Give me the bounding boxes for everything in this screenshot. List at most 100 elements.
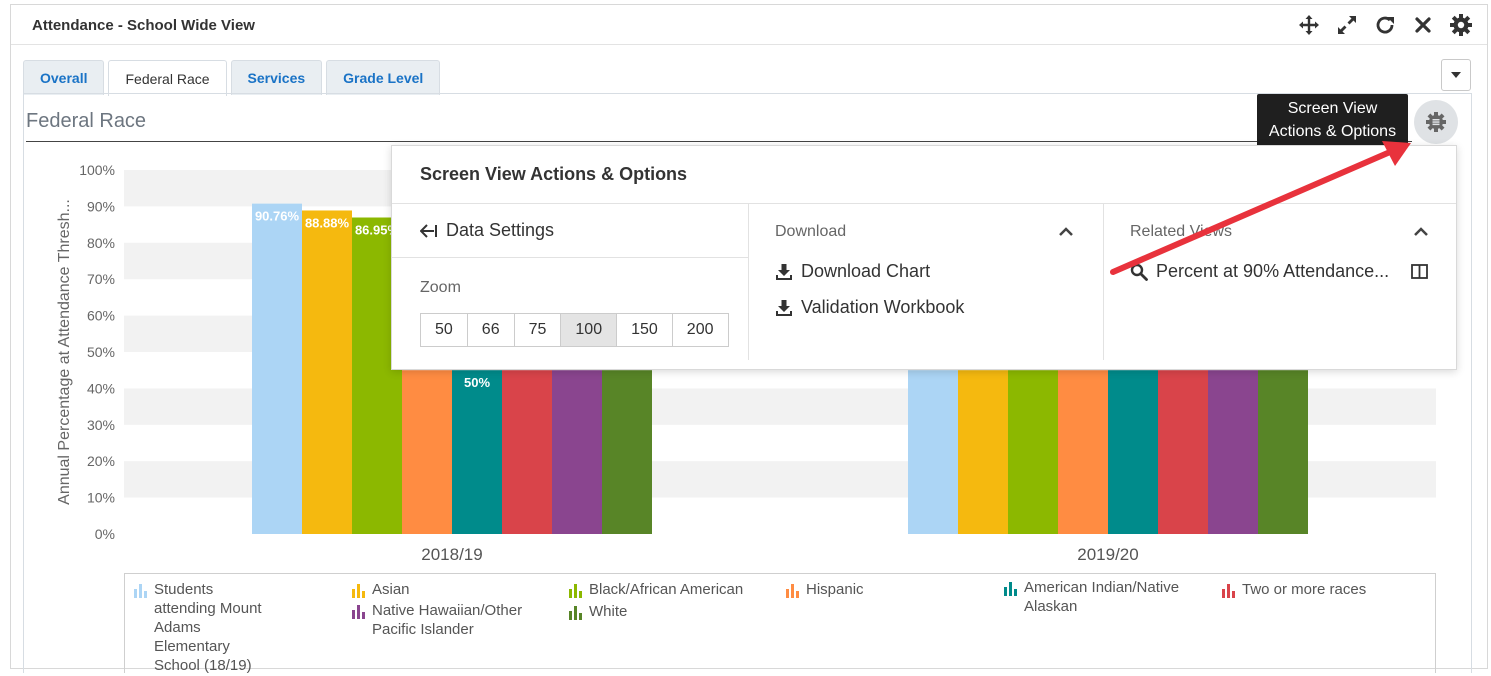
bar (252, 203, 302, 534)
bar (958, 370, 1008, 534)
legend-bar-icon (786, 584, 799, 598)
move-icon[interactable] (1297, 13, 1321, 37)
screen-view-options-button[interactable] (1414, 100, 1458, 144)
download-header: Download (775, 223, 847, 240)
related-view-link[interactable]: Percent at 90% Attendance... (1130, 261, 1389, 282)
legend-item[interactable]: Native Hawaiian/Other Pacific Islander (351, 601, 531, 639)
chevron-up-icon[interactable] (1059, 226, 1073, 236)
bar (1158, 370, 1208, 534)
legend-bar-icon (569, 584, 582, 598)
y-tick-label: 100% (79, 162, 115, 178)
data-settings-divider (392, 257, 748, 258)
bar (552, 370, 602, 534)
zoom-button-group: 50 66 75 100 150 200 (420, 313, 729, 347)
column-divider (1103, 204, 1104, 360)
related-view-label: Percent at 90% Attendance... (1156, 261, 1390, 281)
caret-down-icon (1451, 72, 1461, 78)
bar (1008, 370, 1058, 534)
section-divider (26, 141, 1412, 142)
bar (302, 210, 352, 534)
y-tick-label: 90% (87, 198, 115, 214)
y-tick-label: 80% (87, 235, 115, 251)
refresh-icon[interactable] (1373, 13, 1397, 37)
legend-bar-icon (134, 584, 147, 598)
split-view-icon[interactable] (1411, 264, 1428, 279)
legend-label: White (589, 603, 628, 620)
expand-icon[interactable] (1335, 13, 1359, 37)
tab-services[interactable]: Services (230, 60, 323, 95)
x-category-label: 2018/19 (421, 545, 482, 564)
options-tooltip: Screen View Actions & Options (1257, 94, 1408, 147)
y-axis-label: Annual Percentage at Attendance Thresh..… (56, 199, 73, 505)
bar (502, 370, 552, 534)
bar (602, 370, 652, 534)
column-divider (748, 204, 749, 360)
download-chart-label: Download Chart (801, 261, 931, 281)
related-views-header: Related Views (1130, 223, 1232, 240)
bar (452, 370, 502, 534)
validation-workbook-link[interactable]: Validation Workbook (775, 297, 964, 318)
legend-item[interactable]: Hispanic (785, 580, 935, 599)
legend-label: Hispanic (806, 581, 864, 598)
gear-icon (1426, 112, 1446, 132)
popup-divider (392, 203, 1456, 204)
actions-options-popup: Screen View Actions & Options Data Setti… (391, 145, 1457, 370)
validation-workbook-label: Validation Workbook (801, 297, 965, 317)
legend-label: American Indian/Native Alaskan (1024, 579, 1180, 615)
legend-item[interactable]: Two or more races (1221, 580, 1421, 599)
tooltip-line-2: Actions & Options (1268, 123, 1397, 140)
widget-toolbar (1297, 13, 1473, 37)
legend-bar-icon (1222, 584, 1235, 598)
y-tick-label: 60% (87, 308, 115, 324)
arrow-left-bar-icon (420, 223, 437, 238)
tab-grade-level[interactable]: Grade Level (326, 60, 441, 95)
zoom-option-button[interactable]: 66 (466, 313, 515, 347)
data-label: 86.95% (355, 223, 400, 238)
bar (908, 370, 958, 534)
y-tick-label: 20% (87, 453, 115, 469)
download-icon (776, 263, 792, 280)
tab-dropdown-button[interactable] (1441, 59, 1471, 91)
content-panel (23, 93, 1472, 673)
y-tick-label: 40% (87, 380, 115, 396)
legend-item[interactable]: Asian (351, 580, 531, 599)
search-icon (1130, 263, 1148, 281)
legend-item[interactable]: Black/African American (568, 580, 768, 599)
download-chart-link[interactable]: Download Chart (775, 261, 930, 282)
close-icon[interactable] (1411, 13, 1435, 37)
y-tick-label: 70% (87, 271, 115, 287)
legend-bar-icon (569, 606, 582, 620)
legend-item[interactable]: White (568, 602, 768, 621)
download-icon (776, 299, 792, 316)
data-settings-label: Data Settings (446, 220, 555, 240)
tab-overall[interactable]: Overall (23, 60, 105, 95)
zoom-option-button[interactable]: 150 (616, 313, 673, 347)
data-label: 88.88% (305, 215, 350, 230)
zoom-option-button[interactable]: 200 (671, 313, 729, 347)
legend-bar-icon (1004, 582, 1017, 596)
tab-federal-race[interactable]: Federal Race (108, 60, 227, 96)
popup-title: Screen View Actions & Options (420, 164, 688, 184)
bar (1108, 370, 1158, 534)
data-settings-link[interactable]: Data Settings (420, 220, 554, 241)
legend-item[interactable]: American Indian/Native Alaskan (1003, 578, 1193, 616)
zoom-option-button[interactable]: 75 (513, 313, 562, 347)
chart-legend: Students attending Mount Adams Elementar… (124, 573, 1436, 675)
zoom-option-button[interactable]: 50 (420, 313, 468, 347)
bar (402, 370, 452, 534)
zoom-option-button[interactable]: 100 (560, 313, 618, 347)
legend-label: Two or more races (1242, 581, 1367, 598)
settings-icon[interactable] (1449, 13, 1473, 37)
legend-item[interactable]: Students attending Mount Adams Elementar… (133, 580, 273, 675)
y-tick-label: 50% (87, 344, 115, 360)
bar (1058, 370, 1108, 534)
legend-label: Asian (372, 581, 410, 598)
widget-titlebar: Attendance - School Wide View (11, 5, 1487, 45)
y-tick-label: 30% (87, 417, 115, 433)
section-title: Federal Race (26, 110, 147, 132)
bar (1208, 370, 1258, 534)
data-label: 50% (464, 375, 490, 390)
chevron-up-icon[interactable] (1414, 226, 1428, 236)
widget-title: Attendance - School Wide View (32, 17, 255, 34)
y-tick-label: 10% (87, 490, 115, 506)
